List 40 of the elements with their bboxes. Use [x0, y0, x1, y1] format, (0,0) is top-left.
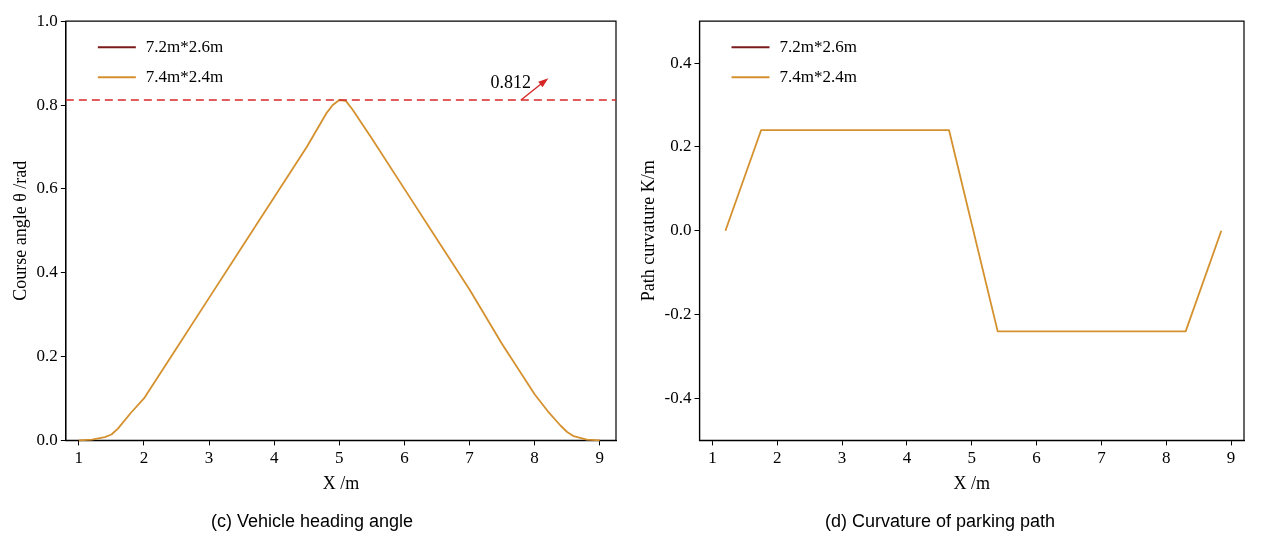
text: (c) Vehicle heading angle	[210, 511, 414, 532]
x-tick-label: 7	[1097, 448, 1107, 468]
x-tick-label: 3	[204, 448, 214, 468]
y-axis-title: Path curvature K/m	[637, 160, 658, 302]
y-tick-label: -0.2	[664, 304, 692, 324]
y-tick-label: -0.4	[664, 387, 692, 407]
legend-label: 7.4m*2.4m	[779, 66, 857, 86]
x-tick-label: 5	[335, 448, 344, 468]
x-tick-label: 9	[595, 448, 604, 468]
x-tick-label: 8	[530, 448, 539, 468]
x-tick-label: 7	[465, 448, 475, 468]
x-axis-title: X /m	[322, 473, 360, 494]
legend-label: 7.2m*2.6m	[779, 36, 857, 56]
y-tick-label: 0.4	[36, 262, 59, 282]
x-axis-title: X /m	[953, 473, 991, 494]
y-tick-label: 0.0	[36, 429, 58, 449]
text: (d) Curvature of parking path	[824, 511, 1056, 532]
ref-line-label: 0.812	[490, 71, 531, 92]
x-tick-label: 5	[967, 448, 977, 468]
x-tick-label: 3	[837, 448, 847, 468]
legend-label: 7.2m*2.6m	[145, 36, 224, 56]
y-tick-label: 0.4	[670, 52, 693, 72]
x-tick-label: 9	[1226, 448, 1236, 468]
x-tick-label: 1	[708, 448, 717, 468]
y-tick-label: 0.8	[36, 94, 58, 114]
x-tick-label: 6	[1032, 448, 1041, 468]
y-tick-label: 0.6	[36, 178, 58, 198]
x-tick-label: 4	[269, 448, 279, 468]
x-tick-label: 1	[74, 448, 84, 468]
x-tick-label: 4	[902, 448, 912, 468]
x-tick-label: 6	[400, 448, 409, 468]
y-tick-label: 0.2	[36, 346, 58, 366]
y-tick-label: 0.2	[670, 136, 692, 156]
y-tick-label: 1.0	[36, 10, 58, 30]
x-tick-label: 2	[139, 448, 149, 468]
y-axis-title: Course angle θ /rad	[9, 160, 30, 301]
x-tick-label: 2	[773, 448, 782, 468]
legend-label: 7.4m*2.4m	[145, 66, 224, 86]
x-tick-label: 8	[1161, 448, 1171, 468]
y-tick-label: 0.0	[670, 220, 692, 240]
